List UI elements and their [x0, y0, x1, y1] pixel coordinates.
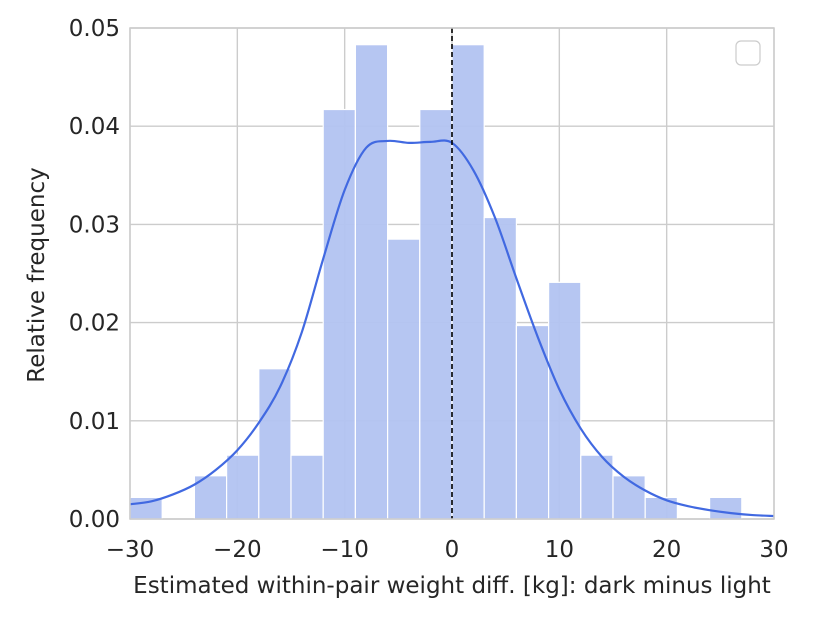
histogram-bar	[387, 238, 421, 520]
histogram-bars	[129, 44, 743, 520]
x-tick-label: 30	[759, 537, 788, 563]
axes-frame	[129, 27, 775, 520]
histogram-bar	[644, 496, 679, 520]
x-tick-label: 20	[652, 537, 681, 563]
y-tick-label: 0.05	[69, 16, 120, 42]
histogram-bar	[322, 108, 357, 520]
x-tick-label: 0	[445, 537, 460, 563]
x-tick-label: 10	[545, 537, 574, 563]
y-tick-label: 0.03	[69, 212, 120, 238]
histogram-bar	[354, 44, 389, 520]
x-tick-label: −10	[320, 537, 369, 563]
histogram-bar	[290, 454, 324, 520]
histogram-bar	[708, 496, 743, 520]
y-tick-label: 0.00	[69, 507, 120, 533]
x-tick-label: −30	[106, 537, 155, 563]
y-tick-labels: 0.00 0.01 0.02 0.03 0.04 0.05	[69, 16, 120, 533]
histogram-bar	[226, 454, 260, 520]
histogram-bar	[612, 475, 646, 520]
x-tick-label: −20	[213, 537, 262, 563]
histogram-bar	[419, 108, 453, 520]
y-tick-label: 0.02	[69, 311, 120, 337]
histogram-bar	[258, 368, 292, 520]
histogram-bar	[451, 44, 485, 520]
legend-box	[735, 40, 761, 66]
x-tick-labels: −30 −20 −10 0 10 20 30	[106, 537, 789, 563]
y-axis-label: Relative frequency	[24, 167, 50, 382]
histogram-bar	[580, 454, 614, 520]
y-tick-label: 0.01	[69, 409, 120, 435]
y-tick-label: 0.04	[69, 114, 120, 140]
x-axis-label: Estimated within-pair weight diff. [kg]:…	[133, 573, 771, 599]
